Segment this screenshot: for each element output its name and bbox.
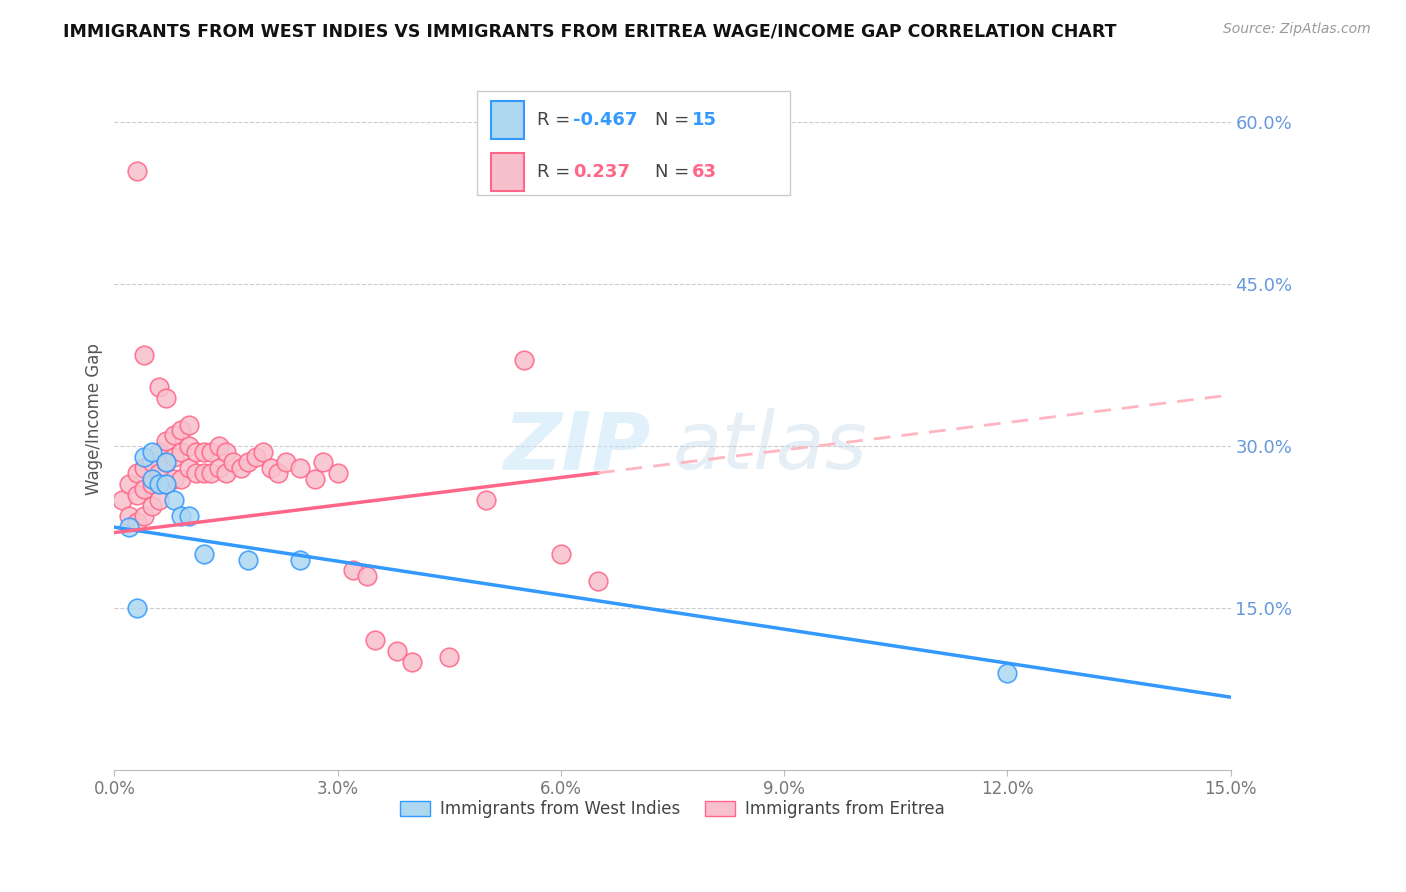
Point: [118, 509, 141, 524]
Point: [148, 467, 170, 481]
Point: [163, 450, 186, 464]
Point: [170, 423, 193, 437]
Point: [238, 455, 260, 469]
Point: [207, 439, 229, 453]
Point: [229, 460, 252, 475]
Point: [200, 467, 222, 481]
Point: [326, 467, 349, 481]
Legend: Immigrants from West Indies, Immigrants from Eritrea: Immigrants from West Indies, Immigrants …: [394, 794, 952, 825]
Point: [134, 460, 156, 475]
Text: IMMIGRANTS FROM WEST INDIES VS IMMIGRANTS FROM ERITREA WAGE/INCOME GAP CORRELATI: IMMIGRANTS FROM WEST INDIES VS IMMIGRANT…: [63, 22, 1116, 40]
Point: [134, 483, 156, 497]
Point: [125, 601, 148, 615]
Point: [141, 472, 163, 486]
Point: [550, 547, 572, 561]
Point: [134, 347, 156, 361]
Text: -0.467: -0.467: [574, 111, 637, 129]
Point: [155, 477, 177, 491]
Point: [177, 509, 200, 524]
Point: [163, 472, 186, 486]
Point: [155, 434, 177, 448]
FancyBboxPatch shape: [477, 91, 790, 194]
Bar: [491, 153, 524, 191]
Point: [141, 455, 163, 469]
Text: Source: ZipAtlas.com: Source: ZipAtlas.com: [1223, 22, 1371, 37]
Text: R =: R =: [537, 111, 576, 129]
Text: 63: 63: [692, 163, 717, 181]
Point: [134, 509, 156, 524]
Point: [170, 472, 193, 486]
Point: [186, 467, 208, 481]
Point: [260, 460, 283, 475]
Text: ZIP: ZIP: [503, 409, 650, 486]
Point: [586, 574, 609, 589]
Point: [111, 493, 134, 508]
Point: [148, 380, 170, 394]
Point: [148, 444, 170, 458]
Point: [439, 649, 461, 664]
Point: [385, 644, 408, 658]
Point: [155, 391, 177, 405]
Point: [995, 665, 1018, 680]
Point: [304, 472, 326, 486]
Text: N =: N =: [655, 163, 695, 181]
Text: 15: 15: [692, 111, 717, 129]
Point: [125, 515, 148, 529]
Point: [141, 477, 163, 491]
Point: [148, 493, 170, 508]
Point: [134, 450, 156, 464]
Point: [148, 477, 170, 491]
Point: [125, 488, 148, 502]
Point: [222, 455, 245, 469]
Point: [215, 467, 238, 481]
Point: [215, 444, 238, 458]
Text: R =: R =: [537, 163, 582, 181]
Point: [193, 444, 215, 458]
Point: [290, 460, 312, 475]
Point: [163, 428, 186, 442]
Point: [475, 493, 498, 508]
Point: [177, 439, 200, 453]
Point: [118, 477, 141, 491]
Point: [170, 509, 193, 524]
Bar: [491, 101, 524, 139]
Point: [163, 493, 186, 508]
Point: [177, 417, 200, 432]
Point: [177, 460, 200, 475]
Point: [125, 164, 148, 178]
Point: [267, 467, 290, 481]
Point: [141, 499, 163, 513]
Point: [401, 655, 423, 669]
Point: [512, 352, 534, 367]
Point: [155, 455, 177, 469]
Point: [274, 455, 297, 469]
Point: [252, 444, 274, 458]
Point: [200, 444, 222, 458]
Point: [118, 520, 141, 534]
Point: [155, 455, 177, 469]
Point: [155, 477, 177, 491]
Point: [312, 455, 335, 469]
Y-axis label: Wage/Income Gap: Wage/Income Gap: [86, 343, 103, 495]
Text: atlas: atlas: [672, 409, 868, 486]
Point: [342, 563, 364, 577]
Point: [207, 460, 229, 475]
Point: [356, 568, 378, 582]
Point: [170, 444, 193, 458]
Point: [141, 444, 163, 458]
Point: [290, 552, 312, 566]
Point: [364, 633, 387, 648]
Point: [245, 450, 267, 464]
Point: [186, 444, 208, 458]
Point: [238, 552, 260, 566]
Point: [193, 467, 215, 481]
Text: N =: N =: [655, 111, 695, 129]
Text: 0.237: 0.237: [574, 163, 630, 181]
Point: [193, 547, 215, 561]
Point: [125, 467, 148, 481]
